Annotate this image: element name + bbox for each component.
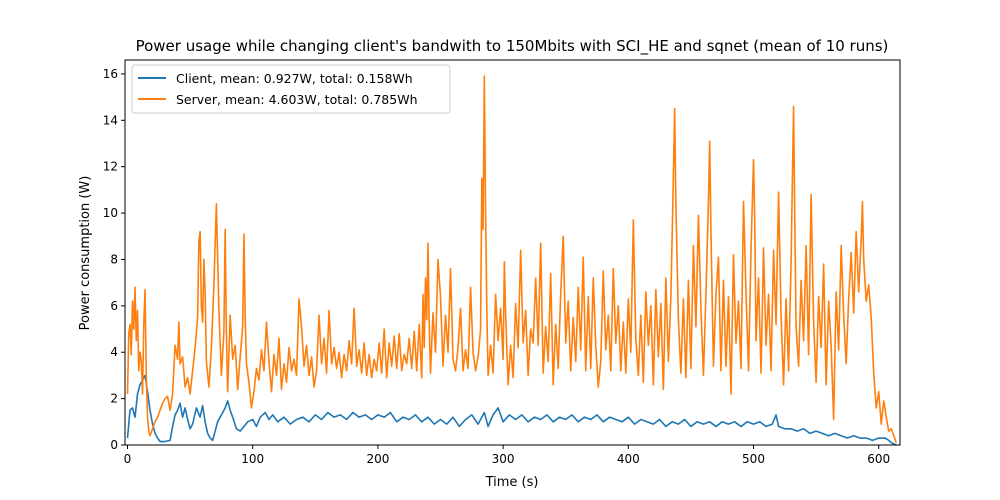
series-line-server [126,75,897,443]
x-axis-ticks: 0 100 200 300 400 500 600 [124,445,890,466]
plot-area [125,60,900,445]
legend-box [131,64,451,114]
plot-background [125,60,900,445]
series-line-client [126,374,897,445]
x-tick-label: 300 [492,452,515,466]
y-tick-label: 12 [103,160,118,174]
y-axis-ticks: 0 2 4 6 8 10 12 14 16 [103,67,125,452]
x-tick-label: 500 [742,452,765,466]
legend-label-client: Client, mean: 0.927W, total: 0.158Wh [176,71,413,86]
x-tick-label: 100 [241,452,264,466]
legend: Client, mean: 0.927W, total: 0.158Wh Ser… [131,64,451,114]
y-tick-label: 4 [110,345,118,359]
x-tick-label: 0 [124,452,132,466]
y-tick-label: 8 [110,252,118,266]
x-tick-label: 400 [617,452,640,466]
x-tick-label: 600 [867,452,890,466]
y-tick-label: 6 [110,299,118,313]
y-tick-label: 10 [103,206,118,220]
y-axis-label: Power consumption (W) [78,176,93,331]
y-tick-label: 14 [103,113,118,127]
x-axis-label: Time (s) [485,475,539,490]
y-tick-label: 0 [110,438,118,452]
series-layer [126,75,897,445]
y-tick-label: 2 [110,392,118,406]
plot-frame [124,59,901,446]
chart-title: Power usage while changing client's band… [136,37,889,56]
legend-label-server: Server, mean: 4.603W, total: 0.785Wh [176,92,418,107]
y-tick-label: 16 [103,67,118,81]
x-tick-label: 200 [366,452,389,466]
